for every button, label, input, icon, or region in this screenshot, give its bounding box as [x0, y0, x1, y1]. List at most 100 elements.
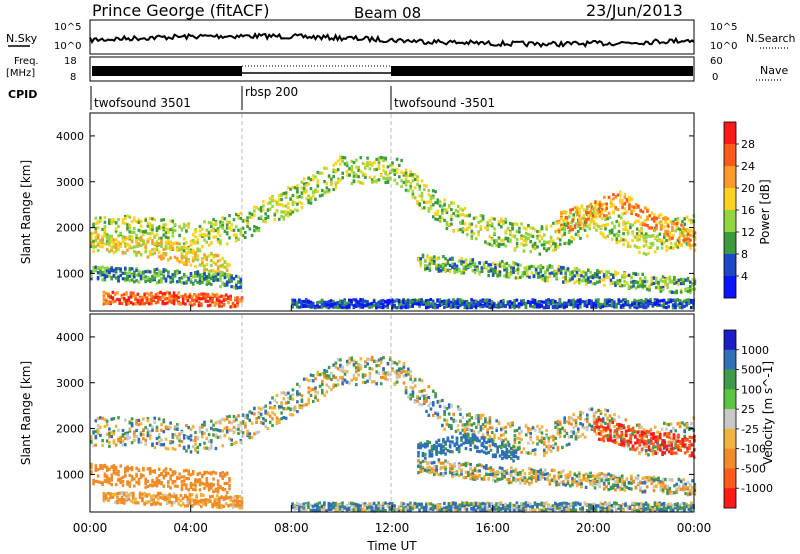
- power-marks-cell-2: [169, 275, 172, 279]
- vel-marks-cell-0: [282, 416, 286, 420]
- power-marks-cell-0: [203, 238, 206, 242]
- power-marks-cell-0: [445, 222, 449, 227]
- power-marks-cell-0: [658, 232, 662, 236]
- vel-marks-cell-0: [441, 398, 444, 403]
- vel-marks-cell-0: [436, 400, 440, 404]
- power-marks-cell-3: [220, 304, 223, 308]
- power-marks-cell-0: [205, 240, 209, 244]
- power-marks-cell-4: [643, 276, 647, 280]
- power-marks-cell-5: [653, 213, 656, 217]
- vel-marks-cell-0: [345, 359, 349, 363]
- vel-marks-cell-0: [296, 392, 299, 396]
- vel-marks-cell-0: [246, 432, 249, 436]
- power-marks-cell-4: [491, 261, 495, 265]
- power-marks-cell-0: [400, 184, 403, 189]
- power-marks-cell-2: [207, 279, 211, 283]
- power-marks-cell-6: [637, 299, 641, 303]
- power-marks-cell-2: [207, 275, 211, 280]
- power-marks-cell-2: [185, 274, 188, 278]
- power-marks-cell-0: [117, 224, 120, 229]
- vel-marks-cell-0: [99, 433, 102, 437]
- power-marks-cell-2: [108, 274, 111, 278]
- vel-marks-cell-0: [604, 408, 607, 412]
- power-marks-cell-6: [395, 298, 399, 303]
- power-marks-cell-0: [282, 204, 286, 208]
- power-marks-cell-6: [377, 300, 380, 304]
- vel-marks-cell-0: [477, 422, 480, 426]
- power-marks-cell-0: [486, 242, 489, 246]
- power-marks-cell-2: [221, 281, 224, 285]
- vel-marks-cell-0: [244, 413, 247, 417]
- power-marks-cell-2: [239, 277, 243, 281]
- power-marks-cell-4: [645, 287, 649, 291]
- power-marks-cell-0: [409, 184, 412, 188]
- power-marks-cell-0: [191, 232, 195, 237]
- power-marks-cell-4: [471, 269, 475, 273]
- power-marks-cell-1: [151, 239, 154, 243]
- vel-marks-cell-0: [264, 409, 267, 413]
- power-marks-cell-0: [613, 233, 616, 237]
- power-marks-cell-0: [599, 224, 603, 229]
- power-marks-cell-0: [672, 220, 675, 224]
- power-marks-cell-2: [103, 275, 107, 279]
- vel-marks-cell-0: [581, 423, 585, 427]
- power-marks-cell-1: [196, 247, 200, 251]
- power-marks-cell-0: [599, 226, 603, 230]
- power-marks-cell-0: [456, 204, 460, 209]
- power-marks-cell-0: [291, 201, 295, 205]
- power-marks-cell-1: [148, 252, 152, 256]
- power-marks-cell-0: [375, 179, 378, 183]
- power-marks-cell-2: [133, 270, 136, 274]
- power-marks-cell-1: [187, 259, 190, 264]
- power-marks-cell-0: [669, 220, 673, 224]
- vel-marks-cell-0: [601, 417, 605, 421]
- power-marks-cell-5: [662, 217, 665, 221]
- power-marks-cell-0: [459, 213, 462, 217]
- vel-marks-cell-0: [137, 440, 141, 444]
- power-marks-cell-0: [201, 227, 204, 231]
- vel-marks-cell-0: [484, 417, 487, 421]
- power-marks-cell-4: [598, 270, 601, 274]
- vel-marks-cell-0: [151, 428, 154, 432]
- power-marks-cell-6: [633, 298, 636, 302]
- power-marks-cell-1: [101, 245, 104, 249]
- vel-marks-cell-0: [452, 412, 455, 416]
- power-marks-cell-6: [431, 299, 435, 303]
- power-marks-cell-5: [655, 227, 658, 231]
- vel-marks-cell-0: [291, 397, 295, 401]
- power-marks-cell-5: [675, 225, 679, 229]
- vel-marks-cell-0: [128, 436, 132, 440]
- power-marks-cell-6: [565, 304, 568, 308]
- power-marks-cell-5: [573, 224, 577, 228]
- power-marks-cell-4: [693, 282, 697, 286]
- power-marks-cell-0: [497, 223, 501, 227]
- power-marks-cell-0: [379, 173, 383, 177]
- power-marks-cell-0: [676, 245, 680, 249]
- power-marks-cell-6: [397, 305, 401, 309]
- vel-marks-cell-0: [558, 420, 562, 424]
- power-marks-cell-3: [224, 297, 228, 301]
- power-marks-cell-0: [330, 180, 333, 185]
- power-marks-cell-0: [382, 164, 385, 168]
- power-marks-cell-4: [510, 272, 513, 276]
- vel-marks-cell-0: [601, 430, 605, 434]
- power-marks-cell-4: [664, 283, 667, 287]
- power-marks-cell-5: [643, 223, 647, 227]
- power-marks-cell-2: [126, 278, 129, 282]
- power-marks-cell-0: [219, 224, 222, 229]
- power-marks-cell-4: [550, 271, 554, 275]
- power-marks-cell-5: [646, 217, 649, 221]
- vel-marks-cell-0: [531, 448, 535, 453]
- power-marks-cell-0: [289, 197, 292, 201]
- power-marks-cell-0: [626, 244, 630, 248]
- power-marks-cell-6: [633, 301, 636, 305]
- vel-marks-cell-0: [497, 420, 501, 424]
- power-marks-cell-3: [102, 298, 106, 302]
- power-marks-cell-3: [200, 292, 203, 296]
- power-marks-cell-0: [665, 234, 668, 238]
- vel-marks-cell-0: [450, 417, 453, 421]
- power-marks-cell-0: [545, 227, 548, 231]
- power-marks-cell-3: [136, 299, 140, 303]
- power-marks-cell-6: [606, 298, 609, 302]
- power-marks-cell-4: [691, 287, 694, 291]
